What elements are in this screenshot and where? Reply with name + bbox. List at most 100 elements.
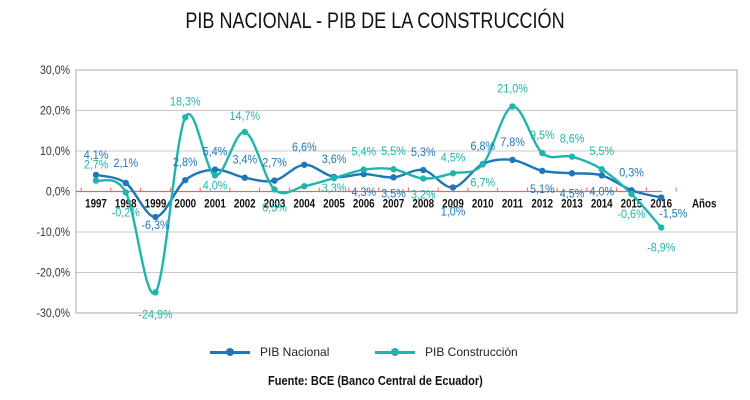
data-label-pib-nacional: -6,3% <box>141 220 169 233</box>
data-label-pib-nacional: 5,1% <box>530 183 555 196</box>
data-label-pib-construccion: 2,7% <box>84 159 109 172</box>
legend-item-pib-construccion[interactable]: PIB Construcción <box>375 345 518 359</box>
data-label-pib-construccion: 4,0% <box>203 180 228 193</box>
data-label-pib-construccion: 5,4% <box>351 146 376 159</box>
data-label-pib-nacional: 2,1% <box>113 158 138 171</box>
data-label-pib-nacional: 6,6% <box>292 141 317 154</box>
data-label-pib-nacional: 4,3% <box>351 187 376 200</box>
data-point-pib-construccion <box>152 289 159 296</box>
x-tick-label: 2010 <box>472 198 494 211</box>
y-tick-label: 0,0% <box>46 186 70 199</box>
data-point-pib-nacional <box>598 172 605 179</box>
data-label-pib-construccion: 5,5% <box>381 146 406 159</box>
data-point-pib-construccion <box>509 103 516 110</box>
data-label-pib-nacional: 2,8% <box>173 157 198 170</box>
x-tick-label: 2005 <box>323 198 345 211</box>
legend: PIB Nacional PIB Construcción <box>0 345 750 363</box>
y-tick-label: -10,0% <box>37 226 70 239</box>
x-tick-label: 2013 <box>561 198 583 211</box>
data-point-pib-nacional <box>152 213 159 221</box>
x-tick-label: 2004 <box>293 198 315 211</box>
x-tick-label: 2001 <box>204 198 226 211</box>
data-point-pib-nacional <box>658 194 665 201</box>
legend-marker-icon <box>226 348 234 356</box>
data-point-pib-nacional <box>449 184 457 191</box>
x-tick-label: 2008 <box>412 198 434 211</box>
data-label-pib-nacional: 5,3% <box>411 147 436 160</box>
data-point-pib-construccion <box>568 153 576 160</box>
data-point-pib-nacional <box>241 174 248 181</box>
data-point-pib-construccion <box>390 166 397 173</box>
legend-item-pib-nacional[interactable]: PIB Nacional <box>210 345 329 359</box>
x-tick-label: 1999 <box>145 198 167 211</box>
y-tick-label: 20,0% <box>40 105 70 118</box>
data-label-pib-construccion: 21,0% <box>497 83 528 96</box>
data-label-pib-nacional: 0,3% <box>619 167 644 180</box>
data-label-pib-nacional: 2,7% <box>262 157 287 170</box>
data-label-pib-nacional: 4,0% <box>589 186 614 199</box>
data-point-pib-construccion <box>211 172 219 179</box>
x-tick-label: 2009 <box>442 198 464 211</box>
data-label-pib-construccion: 0,5% <box>262 202 287 215</box>
y-tick-label: -30,0% <box>37 307 70 320</box>
legend-label: PIB Nacional <box>260 345 330 359</box>
data-label-pib-nacional: 1,0% <box>441 206 466 219</box>
data-point-pib-nacional <box>301 161 308 168</box>
data-label-pib-construccion: 3,2% <box>411 189 436 202</box>
legend-swatch-pib-nacional <box>210 348 250 356</box>
x-axis-title: Años <box>692 198 716 211</box>
data-point-pib-nacional <box>92 171 100 179</box>
data-point-pib-nacional <box>420 166 427 174</box>
x-tick-label: 2007 <box>383 198 405 211</box>
data-point-pib-construccion <box>301 183 308 190</box>
legend-marker-icon <box>391 348 399 356</box>
data-point-pib-construccion <box>479 161 486 168</box>
x-tick-label: 2006 <box>353 198 375 211</box>
data-point-pib-construccion <box>241 128 248 136</box>
data-label-pib-nacional: 6,8% <box>470 140 495 153</box>
data-point-pib-nacional <box>360 170 367 178</box>
data-point-pib-construccion <box>598 166 605 173</box>
data-point-pib-construccion <box>539 149 546 157</box>
data-label-pib-construccion: 14,7% <box>229 111 260 124</box>
data-label-pib-construccion: 5,5% <box>589 146 614 159</box>
data-label-pib-construccion: 9,5% <box>530 130 555 143</box>
data-label-pib-nacional: -1,5% <box>659 208 687 221</box>
data-label-pib-construccion: -24,9% <box>138 309 172 322</box>
x-tick-label: 2012 <box>531 198 553 211</box>
x-tick-label: 2003 <box>264 198 286 211</box>
x-tick-label: 2014 <box>591 198 613 211</box>
y-tick-label: 30,0% <box>40 64 70 77</box>
data-point-pib-construccion <box>271 186 278 193</box>
data-label-pib-nacional: 3,6% <box>322 153 347 166</box>
data-label-pib-construccion: 6,7% <box>470 177 495 190</box>
data-label-pib-construccion: -8,9% <box>647 242 675 255</box>
data-point-pib-construccion <box>449 170 457 177</box>
data-label-pib-construccion: 4,5% <box>441 152 466 165</box>
x-tick-label: 1997 <box>85 198 107 211</box>
chart-title: PIB NACIONAL - PIB DE LA CONSTRUCCIÓN <box>185 8 565 33</box>
source-note: Fuente: BCE (Banco Central de Ecuador) <box>0 373 750 388</box>
x-tick-label: 2002 <box>234 198 256 211</box>
data-point-pib-nacional <box>509 156 516 164</box>
data-label-pib-nacional: 4,1% <box>84 149 109 162</box>
data-label-pib-nacional: 3,5% <box>381 188 406 201</box>
data-point-pib-construccion <box>330 174 338 182</box>
legend-swatch-pib-construccion <box>375 348 415 356</box>
data-point-pib-nacional <box>390 174 397 181</box>
x-tick-label: 2011 <box>502 198 523 211</box>
data-point-pib-nacional <box>122 179 129 187</box>
legend-label: PIB Construcción <box>425 345 518 359</box>
data-point-pib-nacional <box>271 177 278 184</box>
y-tick-label: 10,0% <box>40 145 70 158</box>
data-point-pib-construccion <box>628 190 635 198</box>
data-label-pib-nacional: 5,4% <box>203 146 228 159</box>
y-tick-label: -20,0% <box>37 267 70 280</box>
data-label-pib-construccion: 3,3% <box>322 183 347 196</box>
data-label-pib-nacional: 7,8% <box>500 136 525 149</box>
data-point-pib-construccion <box>122 189 129 196</box>
data-point-pib-construccion <box>182 114 189 121</box>
x-tick-label: 2016 <box>650 198 672 211</box>
data-label-pib-construccion: 8,6% <box>560 133 585 146</box>
